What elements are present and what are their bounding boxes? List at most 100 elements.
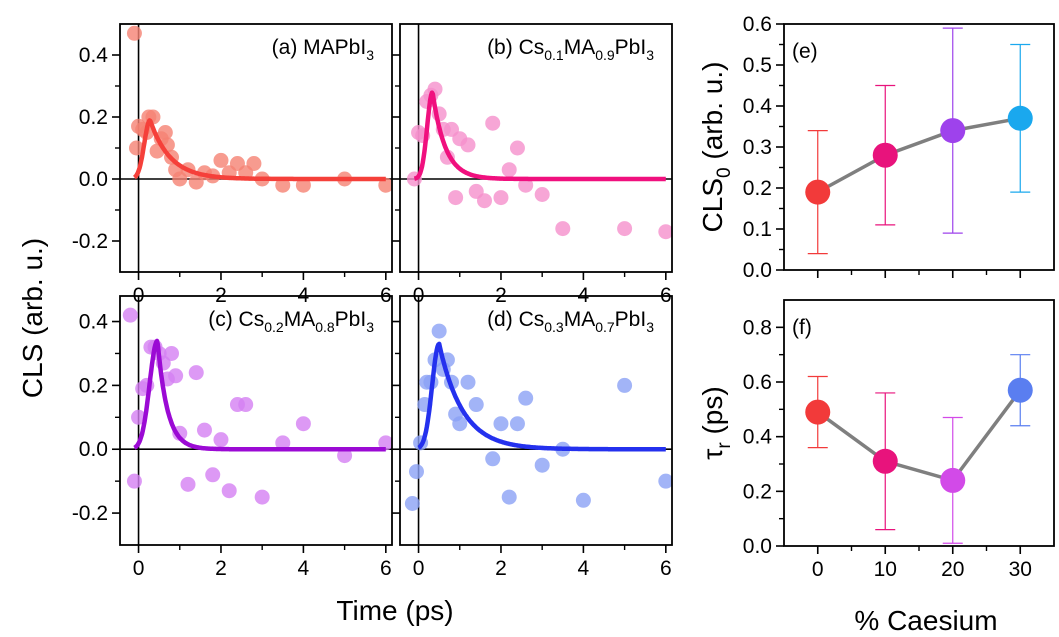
plot-area-b	[400, 24, 672, 272]
y-tick-label: 0.4	[743, 95, 773, 118]
data-point	[408, 464, 424, 480]
x-tick-label: 30	[1009, 558, 1032, 581]
panel-label-part: PbI	[335, 308, 367, 331]
y-tick-label: 0.0	[743, 259, 772, 282]
panel-label-part: 3	[366, 47, 374, 63]
panel-f: 0 10 20 30 0.0 0.2 0.4 0.6 0.8 (f) τr (ps)	[697, 299, 1055, 581]
x-tick-label: 0	[812, 558, 824, 581]
panel-label-part: 0.3	[544, 319, 564, 335]
panel-label-part: (c) Cs	[208, 308, 264, 331]
y-tick-label: 0.6	[743, 13, 772, 36]
data-point	[431, 323, 447, 339]
panel-label-part: 3	[646, 319, 654, 335]
data-point	[213, 432, 229, 448]
y-axis-title-left: CLS (arb. u.)	[17, 238, 48, 398]
data-point	[501, 162, 517, 178]
panel-label-part: 3	[646, 47, 654, 63]
data-point	[337, 448, 353, 464]
x-axis-title-right: % Caesium	[854, 605, 997, 636]
data-point	[940, 118, 966, 144]
data-point	[575, 492, 591, 508]
panel-d: 0 2 4 6 (d) Cs0.3MA0.7PbI3	[392, 295, 673, 580]
panel-label-part: 0.8	[315, 319, 335, 335]
data-point	[460, 137, 476, 153]
y-tick-label: 0.4	[743, 426, 773, 449]
data-point	[485, 115, 501, 131]
panel-label: (f)	[792, 316, 812, 339]
fit-curve	[413, 90, 668, 182]
plot-frame	[783, 299, 1055, 547]
fit-curve	[417, 341, 668, 452]
data-point	[126, 25, 142, 41]
y-tick-label: 0.5	[743, 54, 772, 77]
y-tick-label: 0.1	[743, 218, 772, 241]
data-point	[254, 489, 270, 505]
data-point	[238, 397, 254, 413]
data-point	[501, 489, 517, 505]
panel-b: 0 2 4 6(b) Cs0.1MA0.9PbI3	[392, 23, 673, 307]
y-tick-label: 0.4	[79, 311, 109, 334]
fit-curve	[133, 118, 388, 182]
data-point	[157, 125, 173, 140]
panel-label: (d) Cs0.3MA0.7PbI3	[487, 308, 654, 335]
panel-label: (a) MAPbI3	[272, 36, 375, 63]
y-axis-title: τr (ps)	[697, 386, 735, 459]
data-point	[221, 483, 237, 499]
data-point	[468, 397, 484, 413]
plot-area-d	[400, 296, 672, 545]
y-axis-title-part: (ps)	[697, 386, 728, 442]
data-point	[378, 435, 392, 451]
data-point	[872, 142, 898, 168]
y-axis-title: CLS0 (arb. u.)	[697, 62, 735, 233]
trend-line	[816, 389, 1022, 483]
data-point	[246, 156, 262, 171]
y-tick-label: 0.2	[743, 480, 772, 503]
panel-label-part: MA	[564, 36, 596, 59]
x-tick-label: 6	[660, 557, 672, 580]
x-tick-label: 4	[578, 557, 590, 580]
data-point	[275, 177, 291, 193]
y-tick-label: 0.0	[743, 535, 772, 558]
x-tick-label: 2	[495, 557, 507, 580]
data-point	[493, 416, 509, 432]
y-axis-title-part: 0	[714, 167, 735, 178]
data-point	[404, 496, 420, 511]
panel-label-part: 0.1	[544, 47, 564, 63]
data-point	[805, 179, 831, 205]
data-point	[1007, 377, 1033, 403]
y-axis-title-part: r	[714, 442, 735, 449]
x-tick-label: 6	[380, 557, 392, 580]
trend-line	[816, 116, 1021, 194]
panel-label-part: 3	[366, 319, 374, 335]
plot-area-c	[120, 296, 392, 545]
panel-c: 0 2 4 6-0.20.00.20.4 (c) Cs0.2MA0.8PbI3	[72, 295, 393, 580]
y-tick-label: 0.0	[79, 438, 108, 461]
panel-label-part: PbI	[615, 308, 647, 331]
data-point	[518, 390, 534, 406]
data-point	[205, 467, 221, 483]
data-point	[617, 221, 633, 237]
y-tick-label: 0.3	[743, 136, 772, 159]
data-point	[658, 224, 672, 240]
panel-label-part: 0.9	[595, 47, 615, 63]
x-tick-label: 0	[133, 557, 145, 580]
plot-area-a	[120, 24, 392, 272]
panel-a: 0 2 4 6-0.20.00.20.4 (a) MAPbI3	[72, 23, 393, 307]
panel-label-part: 0.7	[595, 319, 615, 335]
panel-label-part: 0.2	[264, 319, 284, 335]
data-point	[168, 368, 184, 384]
panel-label-part: (a) MAPbI	[272, 36, 367, 59]
plot-area-e	[805, 27, 1033, 255]
panel-e: 0.0 0.1 0.2 0.3 0.4 0.5 0.6 (e) CLS0 (arb. u.)	[697, 13, 1055, 282]
fit-curve	[133, 338, 388, 452]
y-tick-label: 0.4	[79, 44, 109, 67]
plot-frame	[783, 23, 1055, 271]
plot-frame	[399, 295, 673, 546]
data-point	[164, 345, 180, 361]
data-point	[378, 177, 392, 193]
data-point	[452, 416, 468, 432]
data-point	[518, 177, 534, 193]
y-axis-title-part: τ	[697, 449, 728, 460]
data-point	[534, 457, 550, 473]
